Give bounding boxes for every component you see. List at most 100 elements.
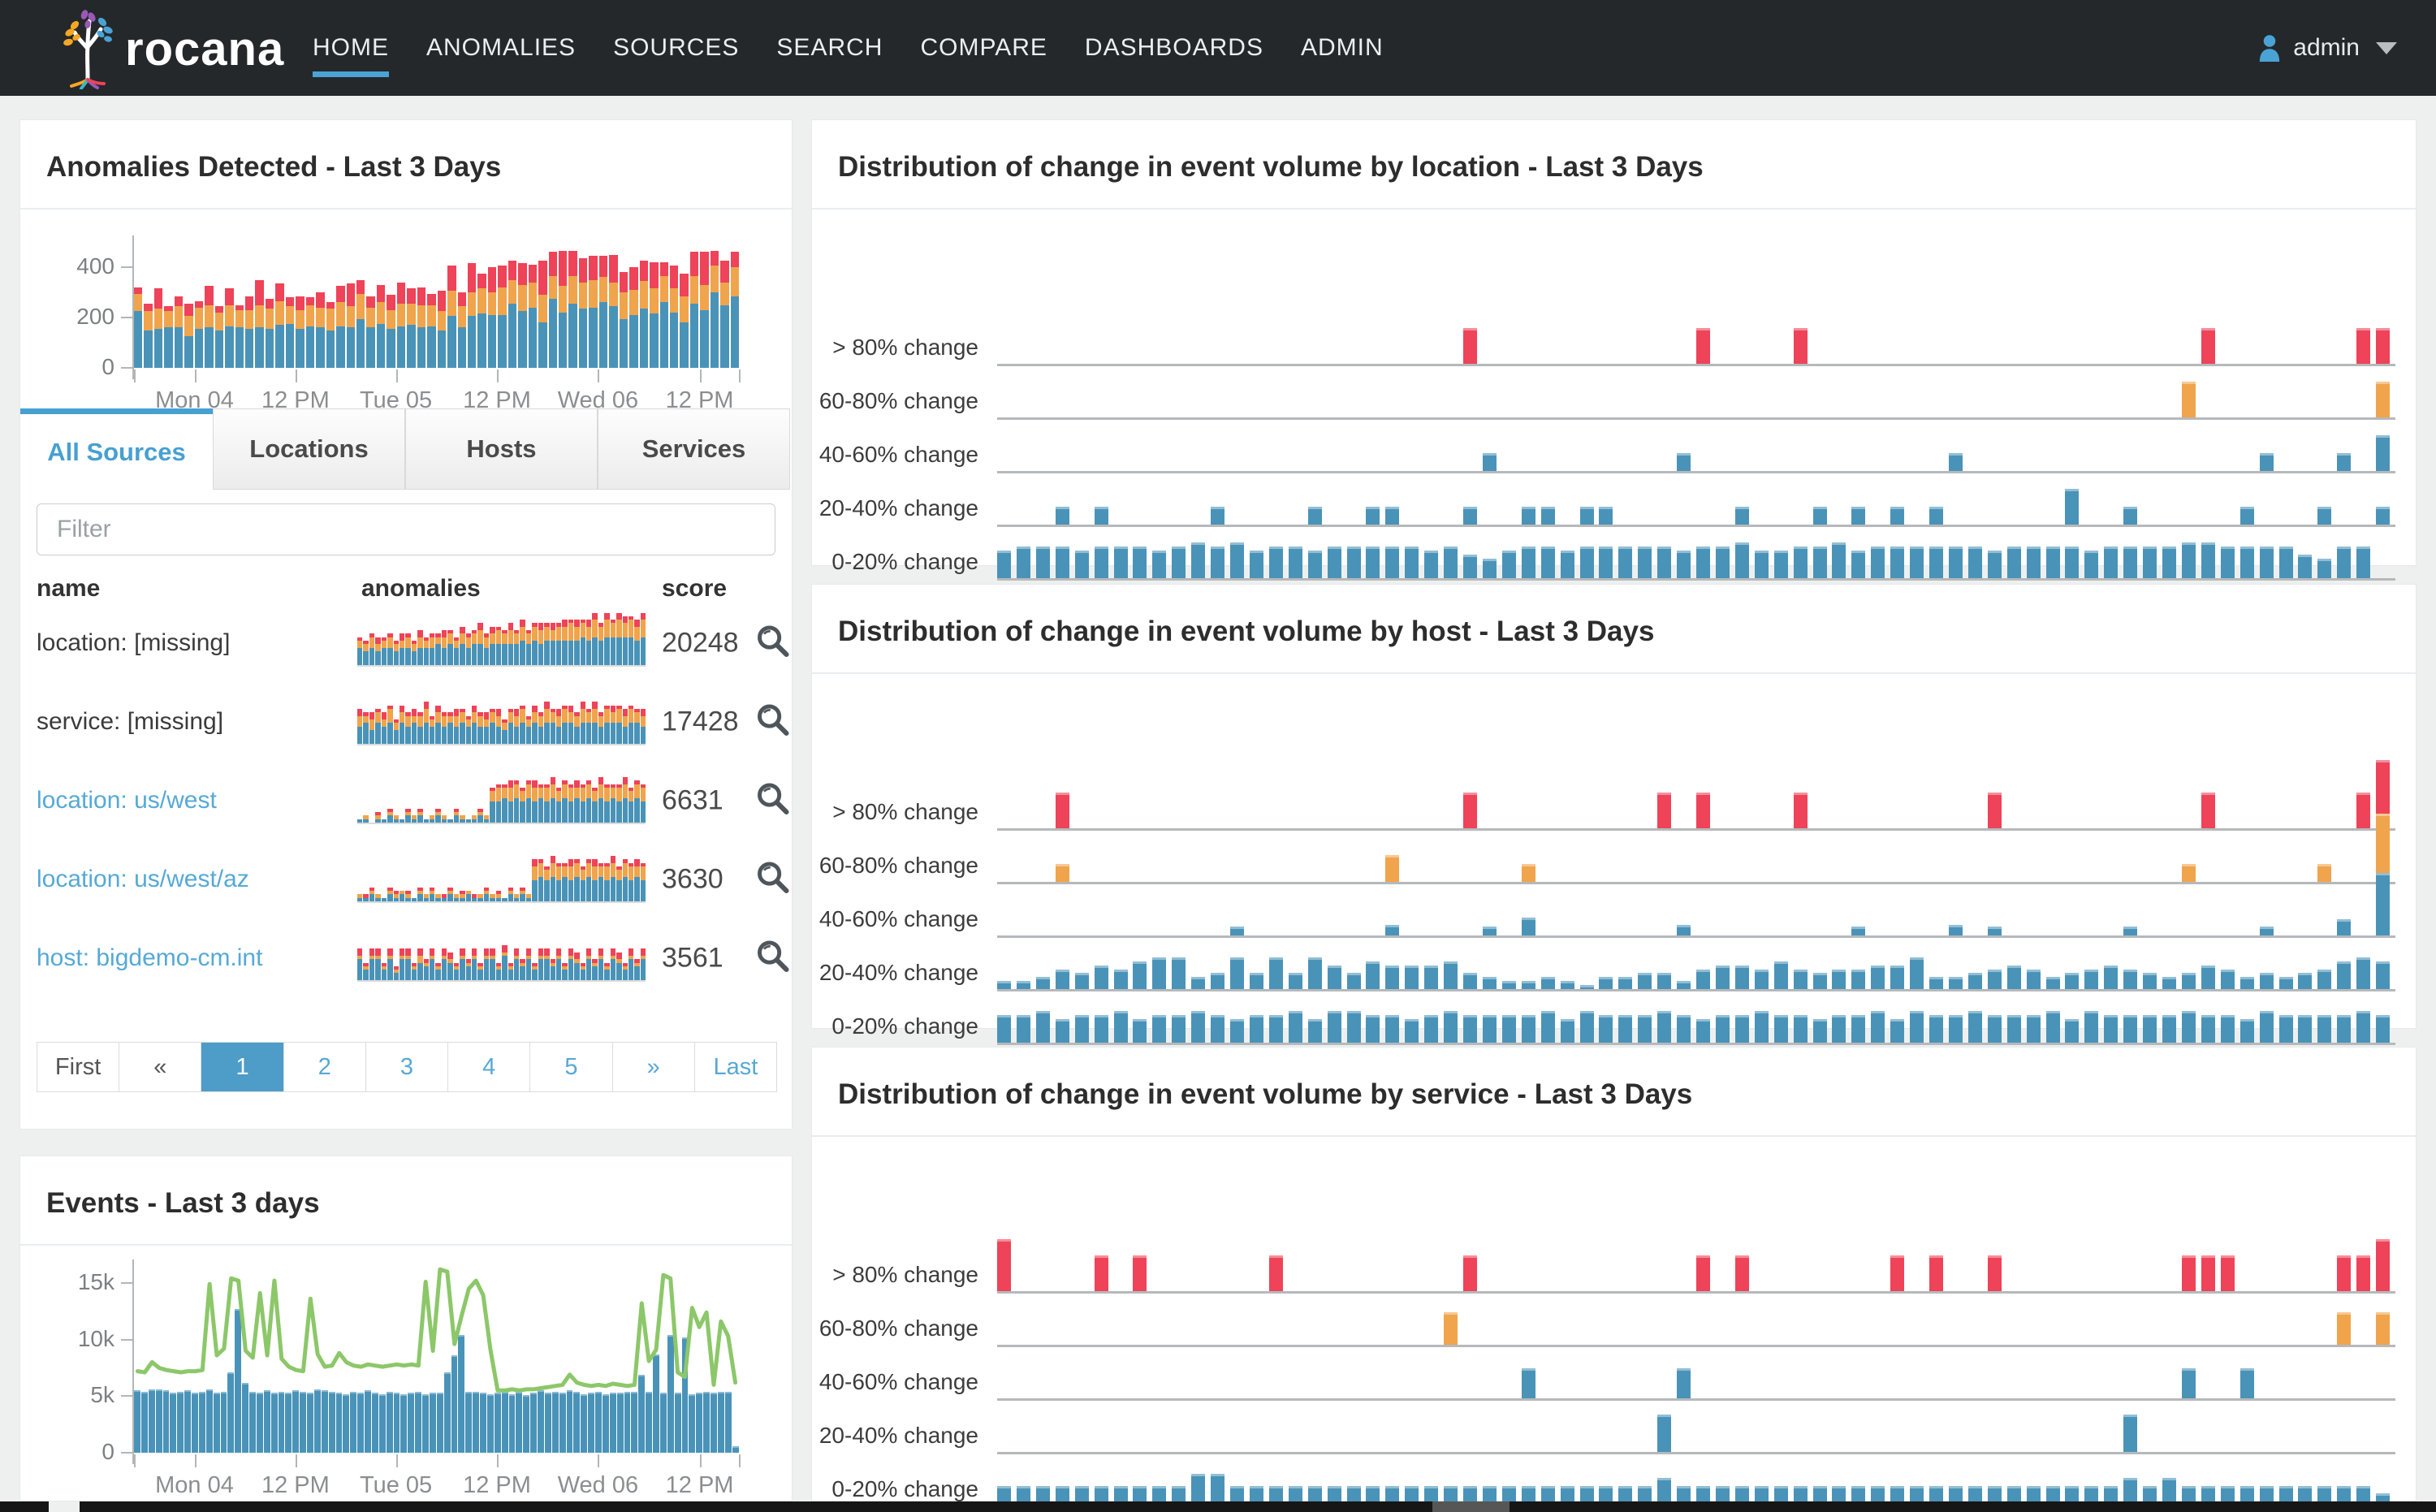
stacked-bar: [498, 266, 506, 368]
dist-baseline: [997, 1043, 2395, 1045]
magnifier-icon[interactable]: [755, 702, 791, 741]
page-prev[interactable]: «: [119, 1043, 201, 1091]
stacked-bar: [377, 285, 385, 368]
nav-item-search[interactable]: SEARCH: [776, 0, 883, 96]
y-tick: [121, 367, 132, 369]
table-row[interactable]: service: [missing]17428: [20, 682, 792, 761]
magnifier-icon[interactable]: [755, 780, 791, 820]
y-tick: [121, 266, 132, 268]
y-tick: [121, 1452, 132, 1454]
brand-logo[interactable]: rocana: [58, 8, 284, 89]
column-header-name: name: [37, 575, 100, 603]
dist-row-label: 0-20% change: [812, 1013, 978, 1039]
stacked-bar: [347, 283, 355, 368]
stacked-bar: [518, 263, 526, 368]
page-3[interactable]: 3: [366, 1043, 448, 1091]
events-panel-title: Events - Last 3 days: [20, 1156, 792, 1246]
y-tick: [121, 1339, 132, 1341]
stacked-bar: [286, 297, 294, 368]
stacked-bar: [731, 252, 739, 368]
stacked-bar: [680, 274, 688, 368]
y-tick-label: 400: [58, 253, 114, 279]
source-link[interactable]: host: bigdemo-cm.int: [37, 944, 262, 972]
score-value: 17428: [662, 706, 739, 737]
table-row[interactable]: location: [missing]20248: [20, 603, 792, 682]
page-last[interactable]: Last: [695, 1043, 776, 1091]
nav-item-anomalies[interactable]: ANOMALIES: [426, 0, 576, 96]
stacked-bar: [356, 280, 365, 368]
x-tick: [296, 1454, 297, 1467]
x-tick: [195, 1454, 197, 1467]
dist-row-bars: [997, 464, 2395, 578]
source-link[interactable]: location: us/west/az: [37, 866, 249, 893]
stacked-bar: [255, 280, 263, 368]
column-header-score: score: [662, 575, 727, 603]
table-row[interactable]: host: bigdemo-cm.int3561: [20, 918, 792, 997]
anomaly-sparkline: [357, 697, 646, 745]
nav-item-sources[interactable]: SOURCES: [613, 0, 739, 96]
magnifier-icon[interactable]: [755, 938, 791, 978]
page-first[interactable]: First: [37, 1043, 119, 1091]
bottom-scrollbar[interactable]: [0, 1501, 2436, 1512]
x-tick: [396, 369, 398, 382]
chevron-down-icon: [2376, 42, 2397, 54]
tab-services[interactable]: Services: [598, 408, 790, 490]
x-tick: [497, 369, 499, 382]
table-row[interactable]: location: us/west6631: [20, 761, 792, 840]
y-tick-label: 5k: [58, 1382, 114, 1408]
nav-item-admin[interactable]: ADMIN: [1301, 0, 1384, 96]
x-tick: [598, 1454, 599, 1467]
events-panel: Events - Last 3 days 15k10k5k0Mon 0412 P…: [20, 1156, 792, 1501]
stacked-bar: [235, 305, 244, 368]
stacked-bar: [579, 258, 587, 368]
tab-locations[interactable]: Locations: [213, 408, 405, 490]
nav-item-label: ADMIN: [1301, 34, 1384, 62]
stacked-bar: [477, 274, 486, 368]
distribution-location-title: Distribution of change in event volume b…: [812, 120, 2416, 210]
stacked-bar: [529, 265, 537, 368]
distribution-service-title: Distribution of change in event volume b…: [812, 1048, 2416, 1137]
nav-item-label: SOURCES: [613, 34, 739, 62]
y-tick: [121, 317, 132, 318]
table-row[interactable]: location: us/west/az 3630: [20, 840, 792, 918]
stacked-bar: [275, 283, 283, 368]
y-tick-label: 0: [58, 1439, 114, 1465]
stacked-bar: [215, 306, 223, 368]
anomalies-panel: Anomalies Detected - Last 3 Days 4002000…: [20, 120, 792, 1129]
magnifier-icon[interactable]: [755, 623, 791, 663]
magnifier-icon[interactable]: [755, 859, 791, 899]
nav-item-dashboards[interactable]: DASHBOARDS: [1085, 0, 1263, 96]
x-tick-label: Tue 05: [360, 1472, 432, 1499]
page-next[interactable]: »: [613, 1043, 695, 1091]
stacked-bar: [447, 266, 456, 368]
score-value: 3630: [662, 863, 723, 895]
stacked-bar: [700, 252, 708, 368]
stacked-bar: [306, 297, 314, 368]
navbar: rocana HOME ANOMALIES SOURCES SEARCH COMPARE…: [0, 0, 2436, 96]
dist-row-label: 60-80% change: [812, 1315, 978, 1341]
nav-item-compare[interactable]: COMPARE: [920, 0, 1047, 96]
scrollbar-gap: [49, 1501, 80, 1512]
source-link[interactable]: location: us/west: [37, 787, 217, 814]
scrollbar-thumb[interactable]: [1432, 1501, 1510, 1512]
y-tick-label: 15k: [58, 1269, 114, 1295]
tab-hosts[interactable]: Hosts: [405, 408, 598, 490]
dist-row-label: 0-20% change: [812, 549, 978, 575]
tab-all-sources[interactable]: All Sources: [20, 408, 213, 490]
page-1[interactable]: 1: [201, 1043, 283, 1091]
nav-item-home[interactable]: HOME: [313, 0, 389, 96]
stacked-bar: [620, 272, 628, 368]
stacked-bar: [650, 262, 658, 368]
page-5[interactable]: 5: [530, 1043, 612, 1091]
page-2[interactable]: 2: [284, 1043, 366, 1091]
dist-row-label: > 80% change: [812, 335, 978, 361]
dist-row-label: 20-40% change: [812, 960, 978, 986]
source-name: location: [missing]: [37, 629, 230, 657]
filter-input[interactable]: [37, 503, 775, 555]
y-tick: [121, 1282, 132, 1284]
x-tick-label: Wed 06: [558, 1472, 638, 1499]
page-4[interactable]: 4: [448, 1043, 530, 1091]
user-menu[interactable]: admin: [2257, 0, 2397, 96]
stacked-bar: [720, 261, 728, 368]
dist-row-label: 40-60% change: [812, 1369, 978, 1395]
